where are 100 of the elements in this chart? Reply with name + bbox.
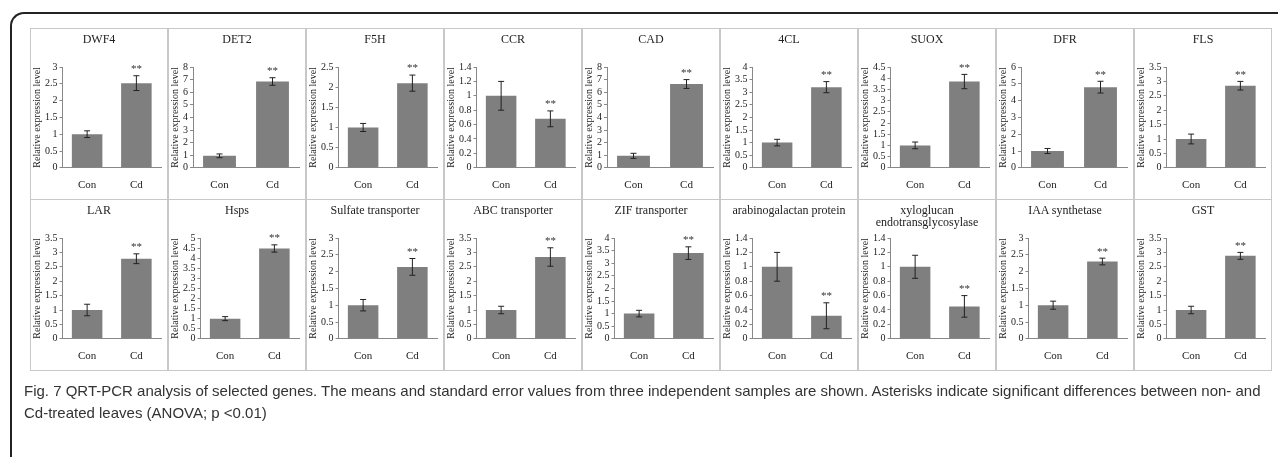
y-tick-label: 4 <box>604 231 610 243</box>
caption: Fig. 7 QRT-PCR analysis of selected genes. The means and standard error values from three independent samples are shown. Asterisks indicate significant differences between non- and Cd-treated leaves (ANOVA; p <0.01) <box>24 381 1262 423</box>
y-tick-label: 0.4 <box>459 132 472 144</box>
y-tick-label: 3 <box>52 246 58 258</box>
y-tick-label: 1.4 <box>873 231 886 243</box>
chart-title: FLS <box>1191 31 1215 48</box>
y-tick-label: 2 <box>183 136 188 148</box>
y-axis-title: Relative expression level <box>168 237 180 339</box>
y-tick-label: 0.5 <box>459 318 472 330</box>
y-tick-label: 1.4 <box>735 231 748 243</box>
y-tick-label: 0.6 <box>873 289 886 301</box>
y-tick-label: 4 <box>742 60 748 72</box>
annotation: ** <box>544 97 556 110</box>
annotation: ** <box>958 281 970 294</box>
x-tick-label: Con <box>624 178 644 191</box>
x-tick-label: Con <box>1181 349 1201 362</box>
y-tick-label: 1.5 <box>321 282 334 294</box>
y-tick-label: 0.8 <box>459 103 472 115</box>
annotation: ** <box>1234 238 1246 251</box>
y-tick-label: 2 <box>52 274 58 286</box>
y-tick-label: 1 <box>466 89 472 101</box>
y-tick-label: 1.5 <box>459 289 472 301</box>
y-tick-label: 2 <box>328 265 334 277</box>
y-tick-label: 0 <box>880 332 886 344</box>
chart-title: LAR <box>86 202 112 219</box>
y-tick-label: 2 <box>1018 265 1024 277</box>
y-tick-label: 1 <box>880 260 886 272</box>
y-tick-label: 4 <box>190 251 196 263</box>
x-tick-label: Con <box>1181 178 1201 191</box>
x-tick-label: Con <box>1038 178 1058 191</box>
y-tick-label: 2.5 <box>45 77 58 89</box>
x-tick-label: Cd <box>819 349 834 362</box>
y-axis-title: Relative expression level <box>444 66 456 168</box>
y-tick-label: 4 <box>880 71 886 83</box>
y-tick-label: 3 <box>466 246 472 258</box>
x-tick-label: Cd <box>405 349 420 362</box>
x-tick-label: Cd <box>957 349 972 362</box>
y-tick-label: 3 <box>190 271 196 283</box>
y-tick-label: 5 <box>597 98 602 110</box>
y-tick-label: 3 <box>1156 246 1162 258</box>
y-tick-label: 2 <box>742 111 748 123</box>
x-tick-label: Con <box>629 349 649 362</box>
y-tick-label: 4 <box>1011 94 1016 106</box>
chart-title: DFR <box>1052 31 1078 48</box>
x-tick-label: Con <box>77 178 97 191</box>
chart-title: arabinogalactan protein <box>731 202 847 219</box>
y-tick-label: 8 <box>597 60 602 72</box>
y-axis-title: Relative expression level <box>30 237 42 339</box>
y-tick-label: 1 <box>1018 298 1024 310</box>
x-tick-label: Con <box>210 178 230 191</box>
y-tick-label: 2.5 <box>321 60 334 72</box>
y-tick-label: 0 <box>1156 161 1162 173</box>
chart-title: 4CL <box>777 31 801 48</box>
annotation: ** <box>1234 67 1246 80</box>
x-tick-label: Con <box>491 178 511 191</box>
annotation: ** <box>681 65 692 78</box>
chart-title: ZIF transporter <box>613 202 689 219</box>
y-tick-label: 4 <box>597 111 602 123</box>
annotation: ** <box>1096 244 1108 257</box>
y-axis-title: Relative expression level <box>306 237 318 339</box>
y-tick-label: 1.5 <box>321 100 334 112</box>
y-axis-title: Relative expression level <box>858 237 870 339</box>
y-axis-title: Relative expression level <box>996 237 1008 339</box>
y-tick-label: 2 <box>1156 103 1162 115</box>
y-tick-label: 2 <box>52 94 58 106</box>
annotation: ** <box>544 234 556 247</box>
y-tick-label: 0.5 <box>45 318 58 330</box>
y-tick-label: 5 <box>183 98 188 110</box>
y-tick-label: 0.5 <box>1011 315 1024 327</box>
y-tick-label: 4 <box>183 111 188 123</box>
y-tick-label: 3.5 <box>1149 60 1162 72</box>
y-tick-label: 0.5 <box>321 141 334 153</box>
x-tick-label: Cd <box>1094 178 1108 191</box>
y-tick-label: 1.2 <box>735 246 748 258</box>
y-tick-label: 1.5 <box>735 123 748 135</box>
y-tick-label: 3.5 <box>45 231 58 243</box>
y-tick-label: 2 <box>604 282 610 294</box>
annotation: ** <box>820 289 832 302</box>
y-tick-label: 0.5 <box>321 315 334 327</box>
y-tick-label: 0 <box>742 161 748 173</box>
x-tick-label: Cd <box>129 178 144 191</box>
y-tick-label: 3 <box>597 123 602 135</box>
y-tick-label: 1.2 <box>873 246 886 258</box>
y-tick-label: 6 <box>1011 60 1016 72</box>
annotation: ** <box>406 61 418 74</box>
annotation: ** <box>268 231 280 244</box>
y-tick-label: 1 <box>52 303 58 315</box>
y-tick-label: 1.5 <box>597 294 610 306</box>
x-tick-label: Cd <box>266 178 280 191</box>
y-tick-label: 1 <box>880 139 886 151</box>
y-tick-label: 1 <box>328 121 334 133</box>
annotation: ** <box>958 60 970 73</box>
y-tick-label: 0 <box>466 161 472 173</box>
annotation: ** <box>267 64 278 77</box>
x-tick-label: Cd <box>681 349 696 362</box>
y-tick-label: 3.5 <box>597 244 610 256</box>
y-tick-label: 3 <box>880 94 886 106</box>
y-tick-label: 3 <box>183 123 188 135</box>
chart-title: F5H <box>363 31 387 48</box>
chart-title: ABC transporter <box>472 202 554 219</box>
